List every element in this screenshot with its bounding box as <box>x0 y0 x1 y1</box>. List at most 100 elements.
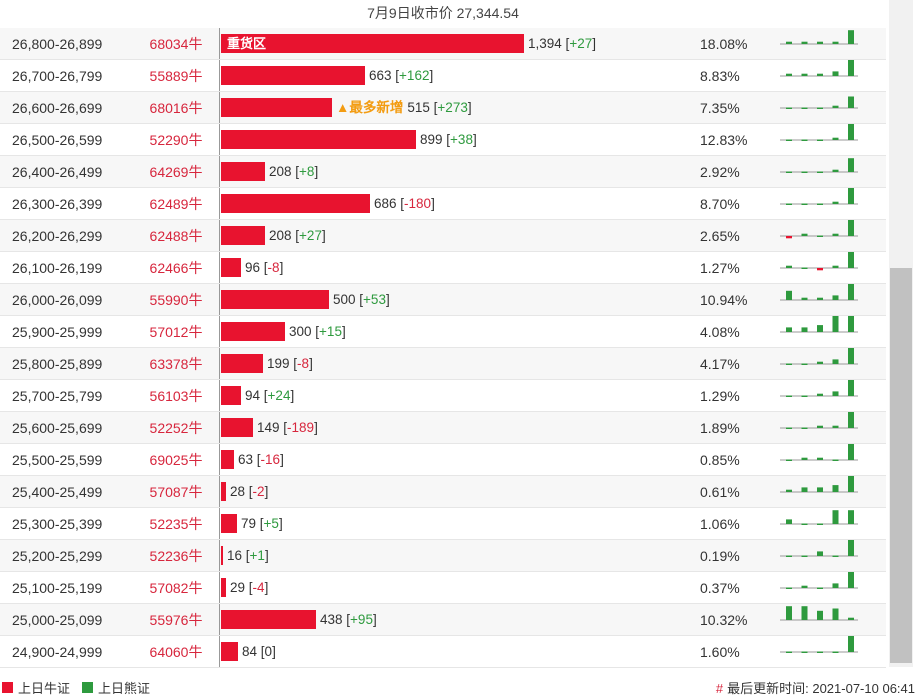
history-sparkline <box>780 606 858 621</box>
top-cbbc-code[interactable]: 62489牛 <box>135 188 217 219</box>
top-cbbc-code[interactable]: 64269牛 <box>135 156 217 187</box>
sparkline-bar <box>786 395 792 397</box>
outstanding-bar <box>221 418 253 437</box>
strike-range: 25,400-25,499 <box>12 484 103 500</box>
outstanding-value: 96 [-8] <box>245 260 284 275</box>
share-percent: 0.85% <box>700 452 740 468</box>
bar-area <box>219 572 226 603</box>
history-sparkline <box>780 348 858 365</box>
history-sparkline <box>780 380 858 397</box>
sparkline-bar <box>832 425 839 428</box>
bar-area <box>219 444 234 475</box>
history-sparkline <box>780 510 858 525</box>
strike-range: 25,500-25,599 <box>12 452 103 468</box>
strike-range: 25,600-25,699 <box>12 420 103 436</box>
sparkline-bar <box>817 457 823 460</box>
bar-area <box>219 188 370 219</box>
sparkline-bar <box>817 139 823 141</box>
top-cbbc-code[interactable]: 55990牛 <box>135 284 217 315</box>
top-cbbc-code[interactable]: 55976牛 <box>135 604 217 635</box>
sparkline-bar <box>801 203 808 205</box>
outstanding-value: 149 [-189] <box>257 420 318 435</box>
share-percent: 10.32% <box>700 612 748 628</box>
sparkline-bar <box>848 636 854 652</box>
bull-swatch <box>2 682 13 693</box>
top-cbbc-code[interactable]: 62488牛 <box>135 220 217 251</box>
sparkline-bar <box>817 610 823 620</box>
table-row: 26,100-26,199 62466牛 96 [-8] 1.27% <box>0 252 886 284</box>
outstanding-change: +15 <box>319 324 342 339</box>
top-cbbc-code[interactable]: 52252牛 <box>135 412 217 443</box>
table-row: 25,800-25,899 63378牛 199 [-8] 4.17% <box>0 348 886 380</box>
top-cbbc-code[interactable]: 57012牛 <box>135 316 217 347</box>
top-cbbc-code[interactable]: 56103牛 <box>135 380 217 411</box>
top-cbbc-code[interactable]: 57082牛 <box>135 572 217 603</box>
history-sparkline <box>780 540 858 557</box>
outstanding-count: 686 <box>374 196 397 211</box>
top-cbbc-code[interactable]: 63378牛 <box>135 348 217 379</box>
top-cbbc-code[interactable]: 52235牛 <box>135 508 217 539</box>
heavy-zone-label: 重货区 <box>227 36 267 51</box>
sparkline-bar <box>786 107 792 109</box>
outstanding-value: 1,394 [+27] <box>528 36 596 51</box>
bar-area <box>219 604 316 635</box>
bar-area <box>219 60 365 91</box>
sparkline-bar <box>786 203 792 205</box>
history-sparkline <box>780 636 858 653</box>
outstanding-bar <box>221 66 365 85</box>
outstanding-value: 208 [+27] <box>269 228 326 243</box>
sparkline-bar <box>848 444 854 460</box>
strike-range: 25,100-25,199 <box>12 580 103 596</box>
sparkline-bar <box>786 651 792 653</box>
outstanding-count: 300 <box>289 324 312 339</box>
top-cbbc-code[interactable]: 69025牛 <box>135 444 217 475</box>
outstanding-count: 94 <box>245 388 261 403</box>
top-cbbc-code[interactable]: 64060牛 <box>135 636 217 667</box>
sparkline-bar <box>848 220 854 236</box>
outstanding-change: -8 <box>297 356 310 371</box>
top-cbbc-code[interactable]: 55889牛 <box>135 60 217 91</box>
sparkline-bar <box>848 96 854 108</box>
outstanding-bar <box>221 130 416 149</box>
sparkline-bar <box>801 41 808 44</box>
bar-area <box>219 92 332 123</box>
scrollbar-thumb[interactable] <box>890 268 912 663</box>
outstanding-change: -16 <box>260 452 281 467</box>
sparkline-bar <box>817 393 823 396</box>
history-sparkline <box>780 60 858 77</box>
top-cbbc-code[interactable]: 52236牛 <box>135 540 217 571</box>
top-cbbc-code[interactable]: 57087牛 <box>135 476 217 507</box>
strike-range: 26,300-26,399 <box>12 196 103 212</box>
bar-area <box>219 316 285 347</box>
sparkline-bar <box>832 583 839 588</box>
outstanding-count: 500 <box>333 292 356 307</box>
outstanding-count: 29 <box>230 580 246 595</box>
top-cbbc-code[interactable]: 68016牛 <box>135 92 217 123</box>
top-cbbc-code[interactable]: 62466牛 <box>135 252 217 283</box>
table-row: 25,100-25,199 57082牛 29 [-4] 0.37% <box>0 572 886 604</box>
cbbc-distribution-table: 26,800-26,899 68034牛 重货区 1,394 [+27] 18.08% 2… <box>0 28 886 668</box>
bar-area <box>219 124 416 155</box>
sparkline-bar <box>801 585 808 588</box>
bar-area <box>219 476 226 507</box>
table-row: 25,200-25,299 52236牛 16 [+1] 0.19% <box>0 540 886 572</box>
last-updated-label: 最后更新时间: 2021-07-10 06:41 <box>727 681 915 696</box>
outstanding-value: 79 [+5] <box>241 516 283 531</box>
table-row: 25,500-25,599 69025牛 63 [-16] 0.85% <box>0 444 886 476</box>
sparkline-bar <box>817 73 823 76</box>
sparkline-bar <box>832 459 839 461</box>
strike-range: 24,900-24,999 <box>12 644 103 660</box>
sparkline-bar <box>848 348 854 364</box>
sparkline-bar <box>832 651 839 653</box>
sparkline-bar <box>848 284 854 300</box>
history-sparkline <box>780 284 858 301</box>
share-percent: 4.17% <box>700 356 740 372</box>
sparkline-bar <box>848 30 854 44</box>
share-percent: 8.83% <box>700 68 740 84</box>
top-cbbc-code[interactable]: 68034牛 <box>135 28 217 59</box>
top-cbbc-code[interactable]: 52290牛 <box>135 124 217 155</box>
sparkline-bar <box>801 427 808 429</box>
sparkline-bar <box>832 391 839 396</box>
outstanding-bar <box>221 290 329 309</box>
sparkline-bar <box>801 107 808 109</box>
